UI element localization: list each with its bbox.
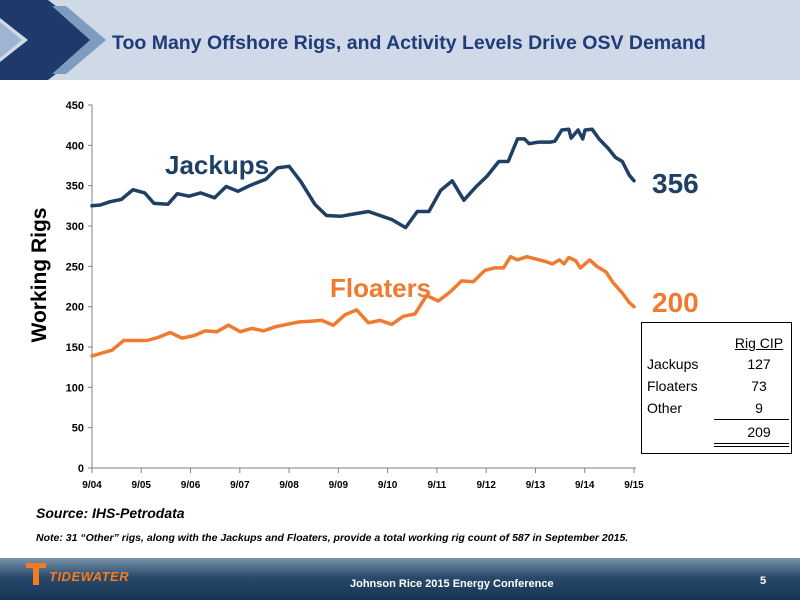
x-tick-label: 9/12 [476,480,496,491]
tidewater-mark-icon [26,563,46,589]
y-tick-label: 250 [66,261,84,273]
y-tick-label: 450 [66,100,84,112]
chevron-logo-icon [0,0,106,80]
rig-cip-header: Rig CIP [734,335,784,351]
x-tick-label: 9/09 [329,480,349,491]
x-tick-label: 9/10 [378,480,398,491]
rig-cip-row-value: 9 [755,400,763,416]
y-tick-label: 200 [66,302,84,314]
jackups-end-value: 356 [652,168,699,199]
rig-cip-table: Rig CIP Jackups 127 Floaters 73 Other 9 … [641,322,792,454]
series-line-jackups [90,127,636,230]
y-tick-label: 350 [66,181,84,193]
x-tick-label: 9/11 [427,480,446,491]
series-label-jackups: Jackups [165,150,270,180]
y-tick-label: 300 [66,221,84,233]
rig-cip-total: 209 [747,424,771,440]
series-label-floaters: Floaters [330,273,432,303]
page-title: Too Many Offshore Rigs, and Activity Lev… [112,32,706,54]
x-tick-label: 9/15 [624,480,644,491]
x-tick-label: 9/04 [82,480,102,491]
x-tick-label: 9/07 [230,480,250,491]
rig-cip-row-value: 73 [751,378,767,394]
total-rule [714,419,789,420]
footer-banner [0,558,800,600]
total-double-rule [714,446,789,447]
x-axis: 9/04 9/05 9/06 9/07 9/08 9/09 9/10 9/11 9/12 9/13… [82,467,644,491]
total-double-rule [714,443,789,444]
rig-cip-row-label: Floaters [647,378,698,394]
title-banner [0,0,800,80]
tidewater-logo: TIDEWATER [26,563,129,589]
y-tick-label: 0 [78,463,84,475]
rig-cip-row-label: Other [647,400,683,416]
note-text: Note: 31 “Other” rigs, along with the Ja… [36,532,629,544]
x-tick-label: 9/13 [526,480,546,491]
y-tick-label: 100 [66,382,84,394]
source-text: Source: IHS-Petrodata [36,505,185,521]
y-tick-label: 50 [72,423,84,435]
y-tick-label: 400 [66,140,84,152]
x-tick-label: 9/05 [132,480,152,491]
series-line-floaters [90,254,636,358]
y-tick-label: 150 [66,342,84,354]
x-tick-label: 9/14 [575,480,595,491]
rig-cip-row-value: 127 [747,356,771,372]
logo-wordmark: TIDEWATER [49,568,130,584]
page-number: 5 [760,575,767,587]
floaters-end-value: 200 [652,287,699,318]
y-axis: 0 50 100 150 200 250 300 350 400 450 [66,100,93,475]
x-tick-label: 9/08 [279,480,299,491]
y-axis-title-text: Working Rigs [28,207,51,343]
series-lines [90,127,636,358]
x-tick-label: 9/06 [181,480,201,491]
conference-name: Johnson Rice 2015 Energy Conference [350,578,554,590]
rig-cip-row-label: Jackups [647,356,699,372]
